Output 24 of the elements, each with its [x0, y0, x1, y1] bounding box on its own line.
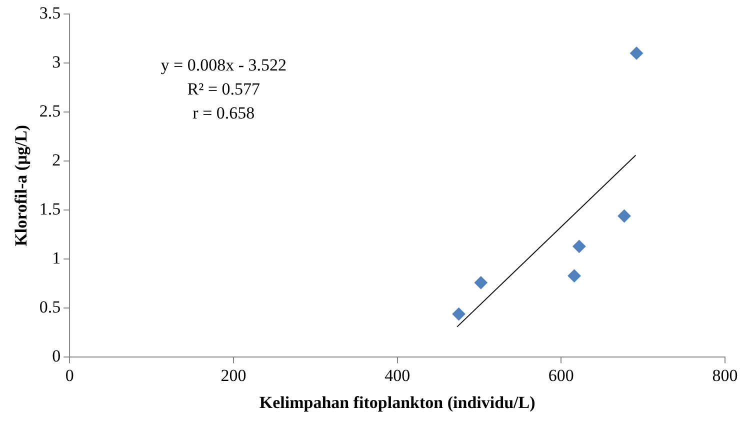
annotation: y = 0.008x - 3.522: [160, 55, 287, 74]
y-tick-label: 3: [52, 52, 61, 72]
point: [572, 240, 586, 253]
annotation: r = 0.658: [192, 103, 255, 122]
x-tick-label: 800: [712, 366, 738, 385]
point: [452, 308, 466, 321]
x-tick-label: 600: [548, 366, 574, 385]
point: [630, 46, 644, 60]
x-tick-label: 400: [384, 366, 410, 385]
point: [568, 269, 581, 282]
x-tick-label: 0: [65, 366, 74, 385]
y-tick-label: 2.5: [39, 102, 61, 121]
y-tick-label: 3.5: [39, 3, 61, 22]
y-tick-label: 0.5: [39, 298, 61, 317]
annotation: R² = 0.577: [187, 79, 261, 98]
y-tick-label: 1.5: [39, 200, 61, 219]
point: [474, 276, 488, 290]
x-tick-label: 200: [220, 366, 246, 385]
point: [618, 210, 631, 222]
y-axis-title: Klorofil-a (µg/L): [12, 124, 31, 246]
y-tick-label: 2: [52, 150, 61, 170]
x-axis-title: Kelimpahan fitoplankton (individu/L): [259, 393, 536, 412]
y-tick-label: 0: [52, 346, 61, 366]
y-tick-label: 1: [52, 248, 61, 268]
